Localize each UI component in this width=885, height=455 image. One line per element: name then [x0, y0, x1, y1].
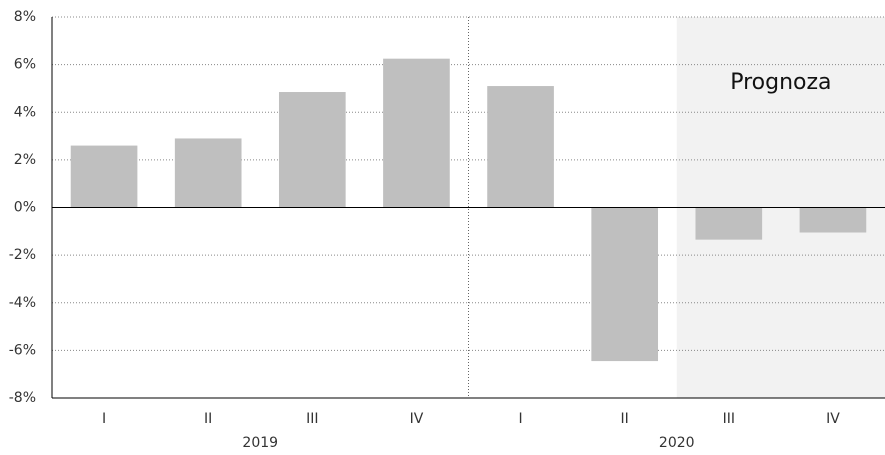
bar	[487, 86, 554, 208]
y-tick-label: 4%	[14, 104, 36, 120]
bar	[70, 145, 138, 208]
y-tick-label: 6%	[14, 57, 36, 73]
y-tick-label: 0%	[14, 200, 36, 216]
x-tick-label: IV	[410, 411, 424, 427]
x-tick-label: IV	[826, 411, 840, 427]
y-tick-label: -6%	[9, 342, 36, 358]
bar	[174, 138, 242, 208]
bar	[383, 58, 450, 208]
x-tick-label: I	[102, 411, 106, 427]
bar	[278, 92, 346, 208]
group-label: 2019	[242, 435, 278, 451]
y-tick-label: -8%	[9, 390, 36, 406]
annotation: Prognoza	[730, 70, 831, 95]
y-tick-label: 8%	[14, 9, 36, 25]
bar	[695, 207, 763, 240]
y-tick-label: 2%	[14, 152, 36, 168]
bar	[799, 207, 867, 233]
x-tick-label: I	[518, 411, 522, 427]
x-tick-label: III	[306, 411, 318, 427]
y-tick-label: -4%	[9, 295, 36, 311]
x-tick-label: II	[204, 411, 212, 427]
y-tick-label: -2%	[9, 247, 36, 263]
group-label: 2020	[659, 435, 695, 451]
bar	[591, 207, 659, 362]
x-tick-label: II	[621, 411, 629, 427]
x-tick-label: III	[723, 411, 735, 427]
